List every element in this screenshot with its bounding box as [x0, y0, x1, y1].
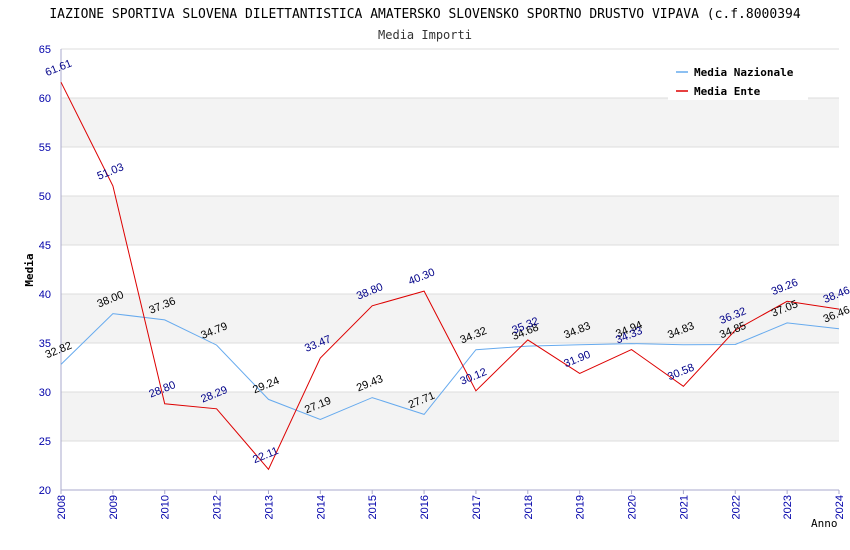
legend-entry: Media Ente	[694, 85, 761, 98]
x-tick-label: 2012	[212, 495, 224, 519]
legend-box	[668, 58, 808, 100]
x-tick-label: 2013	[263, 495, 275, 519]
y-tick-label: 60	[39, 93, 51, 105]
data-label: 29.43	[355, 373, 385, 394]
plot-band	[61, 294, 839, 343]
x-tick-label: 2021	[678, 495, 690, 519]
data-label: 31.90	[562, 349, 592, 370]
legend: Media Nazionale Media Ente	[668, 58, 808, 100]
x-axis-label: Anno	[811, 517, 838, 530]
plot-band	[61, 392, 839, 441]
chart-title: IAZIONE SPORTIVA SLOVENA DILETTANTISTICA…	[49, 7, 801, 22]
y-tick-labels: 20 25 30 35 40 45 50 55 60 65	[39, 44, 51, 497]
x-tick-label: 2009	[108, 495, 120, 519]
plot-band	[61, 196, 839, 245]
x-tick-label: 2017	[471, 495, 483, 519]
x-tick-label: 2020	[627, 495, 639, 519]
y-tick-label: 20	[39, 485, 51, 497]
x-tick-labels: 2008 2009 2010 2012 2013 2014 2015 2016 2017 2018…	[56, 495, 846, 519]
y-tick-label: 65	[39, 44, 51, 56]
axes	[60, 49, 840, 494]
y-tick-label: 50	[39, 191, 51, 203]
x-tick-label: 2018	[523, 495, 535, 519]
x-tick-label: 2023	[782, 495, 794, 519]
x-tick-label: 2022	[730, 495, 742, 519]
y-tick-label: 35	[39, 338, 51, 350]
legend-entry: Media Nazionale	[694, 66, 794, 79]
data-label: 40.30	[407, 266, 437, 287]
grid-lines	[61, 48, 839, 442]
x-tick-label: 2008	[56, 495, 68, 519]
y-tick-label: 40	[39, 289, 51, 301]
plot-bands	[61, 98, 839, 441]
x-tick-label: 2010	[160, 495, 172, 519]
data-label: 22.11	[251, 445, 280, 466]
x-tick-label: 2015	[367, 495, 379, 519]
data-label: 30.58	[666, 362, 696, 383]
y-tick-label: 25	[39, 436, 51, 448]
series-line-media-ente	[60, 81, 840, 471]
x-tick-label: 2019	[575, 495, 587, 519]
chart-subtitle: Media Importi	[378, 28, 472, 42]
series-line-media-nazionale	[60, 313, 840, 421]
x-tick-label: 2016	[419, 495, 431, 519]
x-tick-label: 2014	[315, 495, 327, 519]
y-tick-label: 55	[39, 142, 51, 154]
y-tick-label: 45	[39, 240, 51, 252]
y-axis-label: Media	[23, 253, 36, 286]
x-tick-label: 2024	[834, 495, 846, 519]
data-label: 61.61	[44, 58, 74, 79]
plot-band	[61, 98, 839, 147]
data-label: 30.12	[459, 366, 489, 387]
data-label: 51.03	[95, 161, 125, 182]
series-lines	[60, 81, 840, 471]
y-tick-label: 30	[39, 387, 51, 399]
